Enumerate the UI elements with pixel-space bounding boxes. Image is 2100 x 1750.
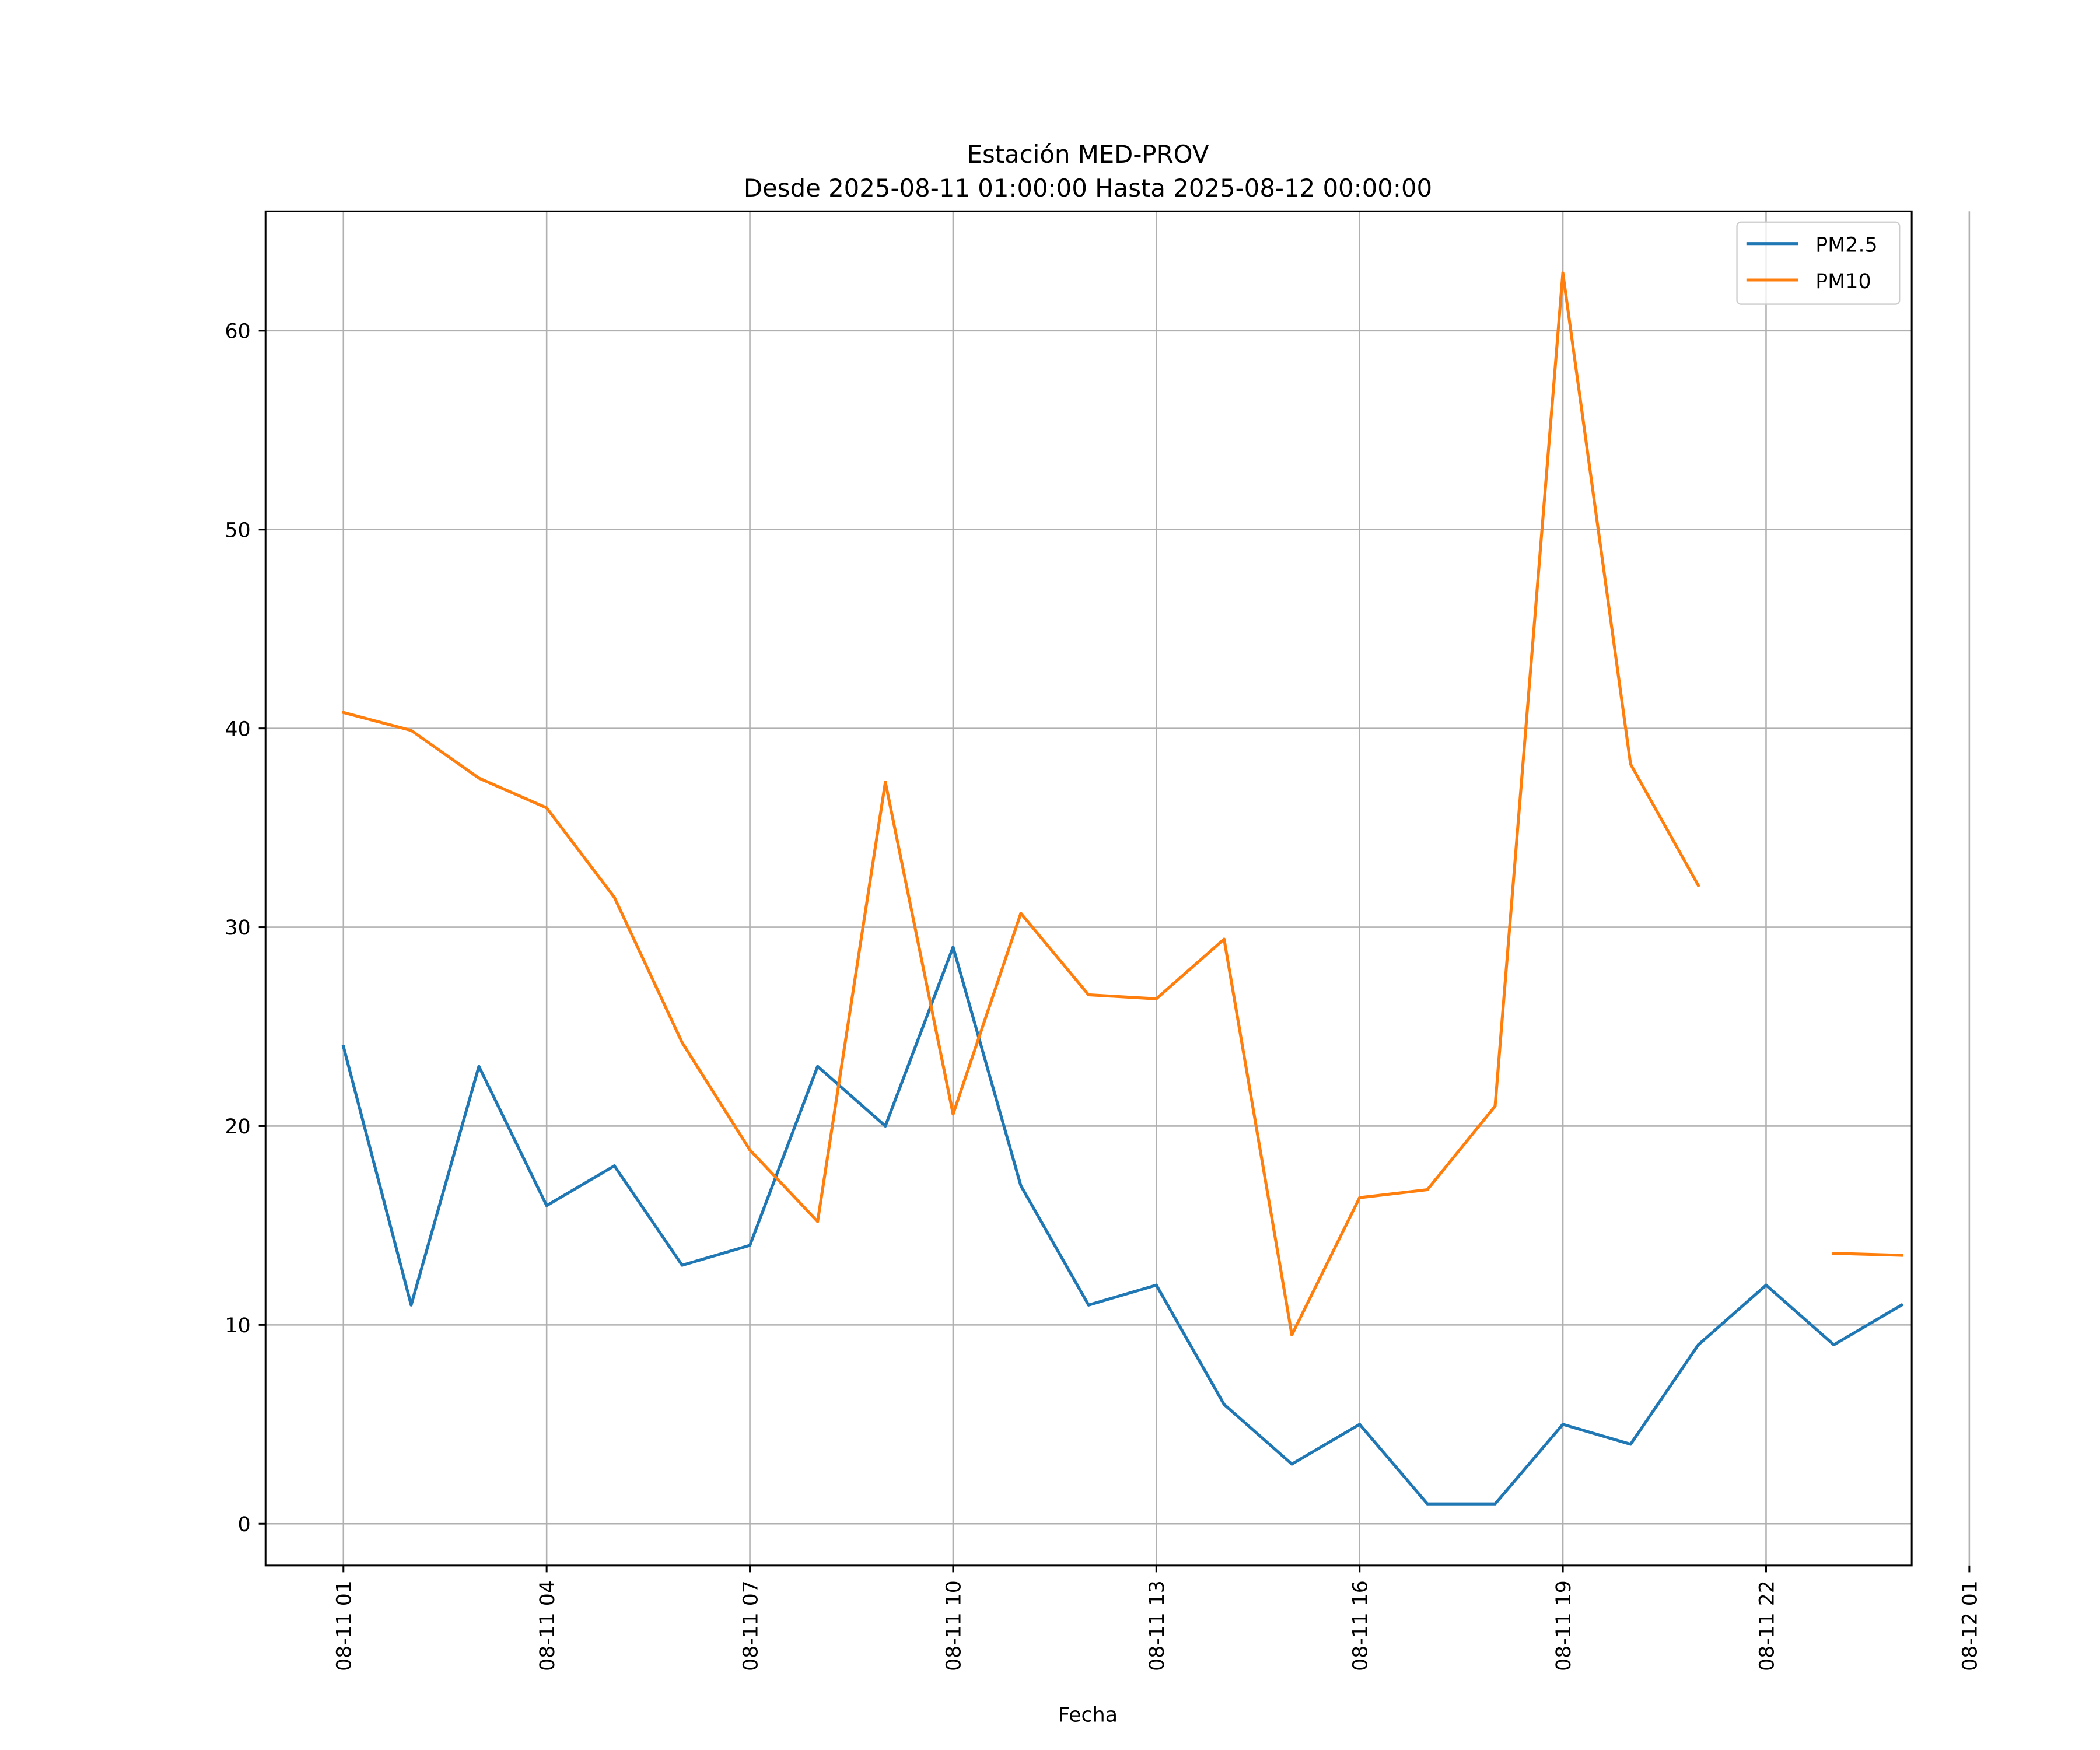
x-tick-label: 08-11 07 — [739, 1580, 762, 1671]
y-tick-label: 20 — [225, 1115, 250, 1139]
x-axis: 08-11 01 08-11 04 08-11 07 08-11 10 08-11 13… — [332, 1565, 1982, 1671]
x-tick-label: 08-11 19 — [1552, 1580, 1576, 1671]
data-point — [1087, 993, 1090, 996]
x-tick-label: 08-11 16 — [1349, 1580, 1372, 1671]
x-tick-label: 08-12 01 — [1959, 1580, 1982, 1671]
series-line — [1832, 1252, 1903, 1257]
legend-label-pm10: PM10 — [1815, 270, 1871, 293]
chart-subtitle: Desde 2025-08-11 01:00:00 Hasta 2025-08-… — [744, 174, 1432, 202]
data-point — [410, 1303, 413, 1307]
data-point — [951, 946, 955, 949]
y-tick-label: 50 — [225, 519, 250, 542]
x-axis-label: Fecha — [1058, 1704, 1118, 1727]
data-point — [342, 1045, 345, 1048]
data-point — [477, 1065, 481, 1068]
data-point — [1900, 1303, 1903, 1307]
data-point — [1696, 1343, 1700, 1346]
legend: PM2.5 PM10 — [1736, 221, 1901, 305]
x-tick-label: 08-11 22 — [1755, 1580, 1779, 1671]
x-gridlines — [342, 211, 1971, 1566]
data-point — [612, 895, 616, 899]
data-point — [1426, 1502, 1429, 1506]
y-gridlines — [265, 330, 1912, 1525]
x-tick-label: 08-11 13 — [1146, 1580, 1169, 1671]
data-point — [1154, 997, 1158, 1000]
x-tick-label: 08-11 01 — [332, 1580, 356, 1671]
data-point — [1222, 1403, 1226, 1406]
data-point — [1561, 1423, 1564, 1426]
data-point — [477, 776, 481, 780]
series-pm25 — [341, 946, 1904, 1506]
data-point — [680, 1264, 684, 1267]
data-point — [1493, 1104, 1497, 1108]
data-point — [1290, 1333, 1294, 1336]
data-point — [1154, 1283, 1158, 1287]
y-tick-label: 0 — [238, 1513, 251, 1536]
data-point — [1561, 271, 1564, 275]
data-point — [884, 1124, 887, 1128]
data-point — [1629, 1443, 1632, 1446]
data-point — [1426, 1188, 1429, 1192]
data-point — [680, 1041, 684, 1044]
y-tick-label: 60 — [225, 320, 250, 344]
data-point — [1358, 1196, 1362, 1199]
data-point — [884, 780, 887, 784]
series-layer — [341, 271, 1904, 1506]
x-tick-label: 08-11 04 — [536, 1580, 559, 1671]
y-axis: 0 10 20 30 40 50 60 — [225, 320, 266, 1536]
chart-title: Estación MED-PROV — [967, 140, 1209, 169]
data-point — [1832, 1252, 1836, 1255]
data-point — [545, 806, 548, 810]
y-tick-label: 10 — [225, 1314, 250, 1338]
legend-label-pm25: PM2.5 — [1815, 234, 1877, 257]
data-point — [816, 1220, 820, 1223]
data-point — [816, 1065, 820, 1068]
data-point — [1493, 1502, 1497, 1506]
data-point — [1629, 762, 1632, 766]
data-point — [1019, 1184, 1023, 1188]
series-line — [341, 946, 1904, 1506]
data-point — [410, 729, 413, 732]
data-point — [1222, 937, 1226, 941]
data-point — [1764, 1283, 1768, 1287]
data-point — [1087, 1303, 1090, 1307]
series-pm10 — [341, 271, 1903, 1336]
x-tick-label: 08-11 10 — [943, 1580, 966, 1671]
data-point — [612, 1164, 616, 1168]
data-point — [951, 1112, 955, 1116]
data-point — [1290, 1462, 1294, 1466]
data-point — [1358, 1423, 1362, 1426]
data-point — [1019, 912, 1023, 915]
data-point — [748, 1148, 752, 1152]
data-point — [1832, 1343, 1836, 1346]
axes-frame — [264, 210, 1913, 1567]
data-point — [748, 1244, 752, 1247]
y-tick-label: 40 — [225, 718, 250, 741]
plot-area — [265, 211, 1912, 1566]
data-point — [1900, 1254, 1903, 1257]
data-point — [545, 1204, 548, 1208]
y-tick-label: 30 — [225, 916, 250, 940]
data-point — [342, 710, 345, 714]
data-point — [1696, 884, 1700, 887]
